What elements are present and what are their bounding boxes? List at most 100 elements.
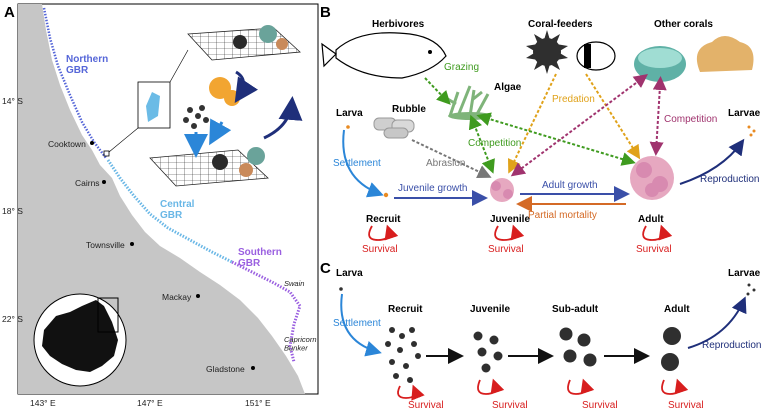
mackay-dot [196, 294, 200, 298]
place-cooktown: Cooktown [48, 139, 86, 149]
subadult-cluster [559, 327, 597, 367]
panel-a-letter: A [4, 4, 15, 21]
rubble-illustration [373, 117, 415, 139]
lat-tick-14: 14° S [2, 96, 23, 106]
survival-loop-juvenile [494, 224, 525, 241]
algae-illustration [445, 85, 492, 120]
coral-feeder-fish-illustration [576, 41, 616, 71]
lat-tick-22: 22° S [2, 314, 23, 324]
c-subadult: Sub-adult [552, 304, 599, 315]
c-label-survival-subadult: Survival [582, 400, 618, 411]
c-larva: Larva [336, 268, 363, 279]
reef-locator-inset [103, 49, 189, 157]
c-arrow-settlement [340, 293, 382, 357]
recruit-dot [383, 192, 389, 198]
label-predation: Predation [552, 94, 595, 105]
c-label-survival-juvenile: Survival [492, 400, 528, 411]
juvenile-coral-illustration [490, 178, 514, 202]
node-larva: Larva [336, 108, 363, 119]
arrow-competition-corals-adult [649, 76, 667, 156]
label-juvenile-growth: Juvenile growth [398, 183, 467, 194]
panel-b: B Herbivores Coral-feeders Other corals [320, 4, 761, 255]
label-survival-recruit: Survival [362, 244, 398, 255]
lon-tick-143: 143° E [30, 398, 56, 408]
c-juvenile: Juvenile [470, 304, 510, 315]
cooktown-dot [90, 141, 94, 145]
label-herbivores: Herbivores [372, 19, 425, 30]
label-abrasion: Abrasion [426, 158, 465, 169]
c-larvae-dots [746, 283, 756, 296]
node-larvae: Larvae [728, 108, 761, 119]
panel-c: C Larva Recruit Juvenile Sub-adult Adult… [320, 260, 761, 411]
c-adult: Adult [664, 304, 690, 315]
c-survival-loop-subadult [567, 378, 595, 395]
arrow-grazing [424, 77, 451, 105]
arrow-settlement-b [342, 129, 384, 198]
adult-coral-illustration [630, 156, 674, 200]
c-label-survival-adult: Survival [668, 400, 704, 411]
node-rubble: Rubble [392, 104, 426, 115]
c-larva-dot [339, 287, 343, 291]
c-larvae: Larvae [728, 268, 761, 279]
gladstone-dot [251, 366, 255, 370]
cycle-arrow-up [263, 96, 303, 140]
coral-cluster-black [183, 105, 209, 129]
arrow-reproduction-b [679, 138, 745, 185]
place-mackay: Mackay [162, 292, 192, 302]
place-cairns: Cairns [75, 178, 100, 188]
reef-central [106, 159, 233, 264]
lat-tick-18: 18° S [2, 206, 23, 216]
reef-southern [231, 260, 302, 363]
panel-a: A Northern GBR Central GBR Southern GBR Coo… [2, 3, 319, 408]
region-central: Central GBR [160, 199, 195, 221]
reef-grid-illustration-bottom [149, 147, 269, 187]
panel-b-letter: B [320, 4, 331, 21]
label-competition-corals: Competition [664, 114, 717, 125]
other-corals-illustration [634, 36, 754, 82]
herbivore-fish-illustration [321, 32, 447, 79]
label-survival-juvenile: Survival [488, 244, 524, 255]
inset-box [97, 297, 119, 333]
larvae-dots [747, 125, 756, 137]
label-survival-adult: Survival [636, 244, 672, 255]
label-other-corals: Other corals [654, 19, 713, 30]
c-label-reproduction: Reproduction [702, 340, 761, 351]
survival-loop-recruit [368, 224, 399, 241]
recruit-cluster [385, 327, 421, 383]
label-grazing: Grazing [444, 62, 479, 73]
panel-c-letter: C [320, 260, 331, 277]
label-adult-growth: Adult growth [542, 180, 598, 191]
reef-northern [42, 7, 107, 159]
place-capricorn: Capricorn Bunker [284, 335, 317, 352]
c-recruit: Recruit [388, 304, 423, 315]
australia-shape [42, 300, 118, 372]
juvenile-cluster [473, 331, 503, 373]
label-coral-feeders: Coral-feeders [528, 19, 593, 30]
c-survival-loop-juvenile [477, 378, 505, 395]
adult-cluster [661, 327, 681, 371]
reef-grid-illustration-top [187, 25, 301, 61]
place-gladstone: Gladstone [206, 364, 245, 374]
c-survival-loop-adult [661, 378, 689, 395]
place-swain: Swain [284, 279, 304, 288]
node-recruit: Recruit [366, 214, 401, 225]
cycle-arrow-right [209, 118, 232, 146]
cairns-dot [102, 180, 106, 184]
larva-dot [346, 125, 350, 129]
c-label-settlement: Settlement [333, 318, 381, 329]
label-partial-mortality: Partial mortality [528, 210, 597, 221]
region-northern: Northern GBR [66, 54, 108, 76]
label-competition-algae: Competition [468, 138, 521, 149]
cycle-arrow-down [234, 70, 258, 103]
node-algae: Algae [494, 82, 522, 93]
c-survival-loop-recruit [397, 384, 425, 401]
lon-tick-147: 147° E [137, 398, 163, 408]
lon-tick-151: 151° E [245, 398, 271, 408]
coral-feeder-starfish-illustration [526, 30, 568, 74]
arrow-abrasion [411, 139, 492, 179]
label-reproduction-b: Reproduction [700, 174, 759, 185]
arrow-competition-corals-juvenile [510, 74, 649, 177]
node-adult: Adult [638, 214, 664, 225]
